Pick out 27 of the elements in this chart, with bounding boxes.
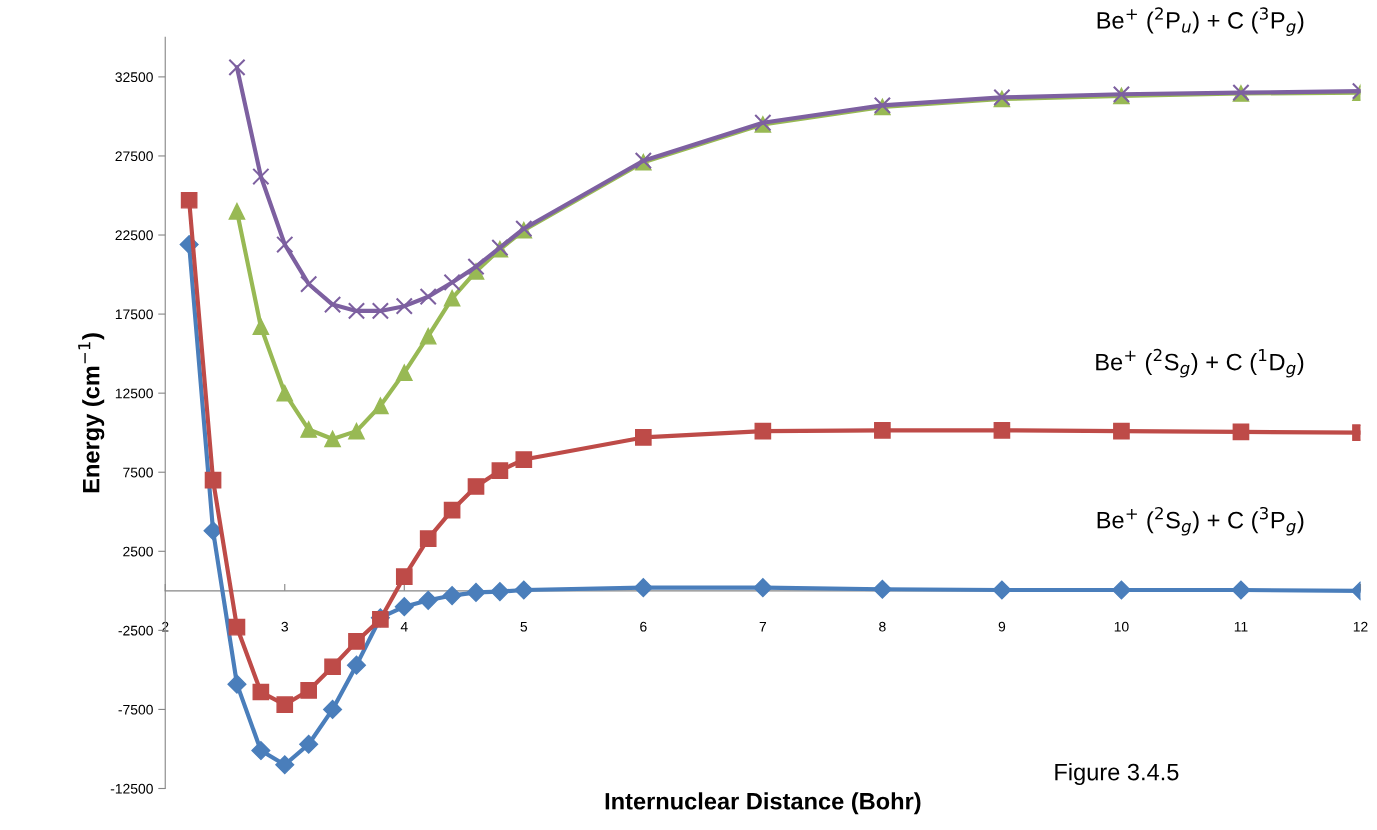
x-tick-label: 6: [640, 621, 647, 632]
x-axis-title: Internuclear Distance (Bohr): [605, 792, 921, 815]
x-tick-label: 12: [1353, 621, 1368, 632]
y-tick-label: -7500: [118, 704, 153, 715]
y-tick-label: 7500: [123, 467, 153, 478]
y-axis-title: Energy (cm$^{−1}$): [78, 333, 105, 493]
x-tick-label: 8: [879, 621, 886, 632]
x-tick-label: 10: [1114, 621, 1129, 632]
y-tick-label: 32500: [115, 72, 153, 83]
x-tick-label: 3: [281, 621, 289, 632]
x-tick-label: 2: [162, 621, 169, 632]
y-tick-label: 2500: [123, 546, 153, 557]
text: Be$^{+}$ ($^{2}$P$_{u}$) + C ($^{3}$P$_{g}$): [1097, 7, 1304, 36]
y-tick-label: 22500: [115, 230, 153, 241]
text: Be$^{+}$ ($^{2}$S$_{g}$) + C ($^{3}$P$_{g}$): [1097, 506, 1304, 536]
y-tick-label: -12500: [110, 783, 153, 794]
text: Be$^{+}$ ($^{2}$S$_{g}$) + C ($^{1}$D$_{g}$): [1096, 348, 1304, 378]
x-tick-label: 5: [520, 621, 528, 632]
y-tick-label: 12500: [115, 388, 153, 399]
x-tick-label: 7: [759, 621, 767, 632]
x-tick-label: 4: [400, 621, 408, 632]
x-tick-label: 11: [1234, 621, 1248, 632]
y-tick-label: 17500: [115, 309, 153, 320]
annotation: Figure 3.4.5: [1055, 763, 1179, 786]
y-tick-label: 27500: [115, 151, 153, 162]
y-tick-label: -2500: [118, 625, 153, 636]
x-tick-label: 9: [998, 621, 1006, 632]
